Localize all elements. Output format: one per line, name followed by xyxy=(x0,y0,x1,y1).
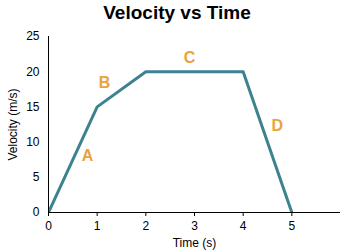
svg-text:15: 15 xyxy=(26,100,40,114)
html-text:Velocity vs Time: Velocity vs Time xyxy=(103,2,251,23)
svg-text:0: 0 xyxy=(33,205,40,219)
svg-text:20: 20 xyxy=(26,65,40,79)
svg-text:1: 1 xyxy=(94,219,101,233)
svg-text:0: 0 xyxy=(45,219,52,233)
svg-text:A: A xyxy=(82,147,94,164)
svg-text:4: 4 xyxy=(240,219,247,233)
svg-text:Time (s): Time (s) xyxy=(173,236,217,250)
svg-text:5: 5 xyxy=(33,170,40,184)
svg-text:5: 5 xyxy=(288,219,295,233)
svg-text:2: 2 xyxy=(142,219,149,233)
svg-text:Velocity (m/s): Velocity (m/s) xyxy=(6,88,20,160)
svg-text:10: 10 xyxy=(26,135,40,149)
svg-text:25: 25 xyxy=(26,29,40,43)
svg-text:C: C xyxy=(184,49,196,66)
svg-text:D: D xyxy=(271,117,283,134)
svg-text:B: B xyxy=(99,74,111,91)
svg-text:3: 3 xyxy=(191,219,198,233)
